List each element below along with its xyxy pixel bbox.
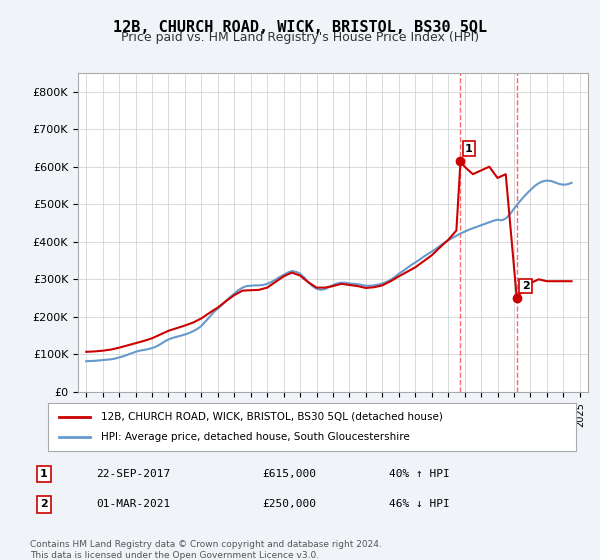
Text: 22-SEP-2017: 22-SEP-2017 — [96, 469, 170, 479]
Text: 1: 1 — [465, 144, 473, 153]
Text: 2: 2 — [40, 499, 47, 509]
Text: 01-MAR-2021: 01-MAR-2021 — [96, 499, 170, 509]
Text: 2: 2 — [521, 281, 529, 291]
Text: £250,000: £250,000 — [262, 499, 316, 509]
Text: 46% ↓ HPI: 46% ↓ HPI — [389, 499, 449, 509]
Text: 12B, CHURCH ROAD, WICK, BRISTOL, BS30 5QL: 12B, CHURCH ROAD, WICK, BRISTOL, BS30 5Q… — [113, 20, 487, 35]
Text: 40% ↑ HPI: 40% ↑ HPI — [389, 469, 449, 479]
Text: 1: 1 — [40, 469, 47, 479]
Text: £615,000: £615,000 — [262, 469, 316, 479]
Text: Price paid vs. HM Land Registry's House Price Index (HPI): Price paid vs. HM Land Registry's House … — [121, 31, 479, 44]
Text: HPI: Average price, detached house, South Gloucestershire: HPI: Average price, detached house, Sout… — [101, 432, 410, 442]
Text: 12B, CHURCH ROAD, WICK, BRISTOL, BS30 5QL (detached house): 12B, CHURCH ROAD, WICK, BRISTOL, BS30 5Q… — [101, 412, 443, 422]
Text: Contains HM Land Registry data © Crown copyright and database right 2024.
This d: Contains HM Land Registry data © Crown c… — [30, 540, 382, 560]
